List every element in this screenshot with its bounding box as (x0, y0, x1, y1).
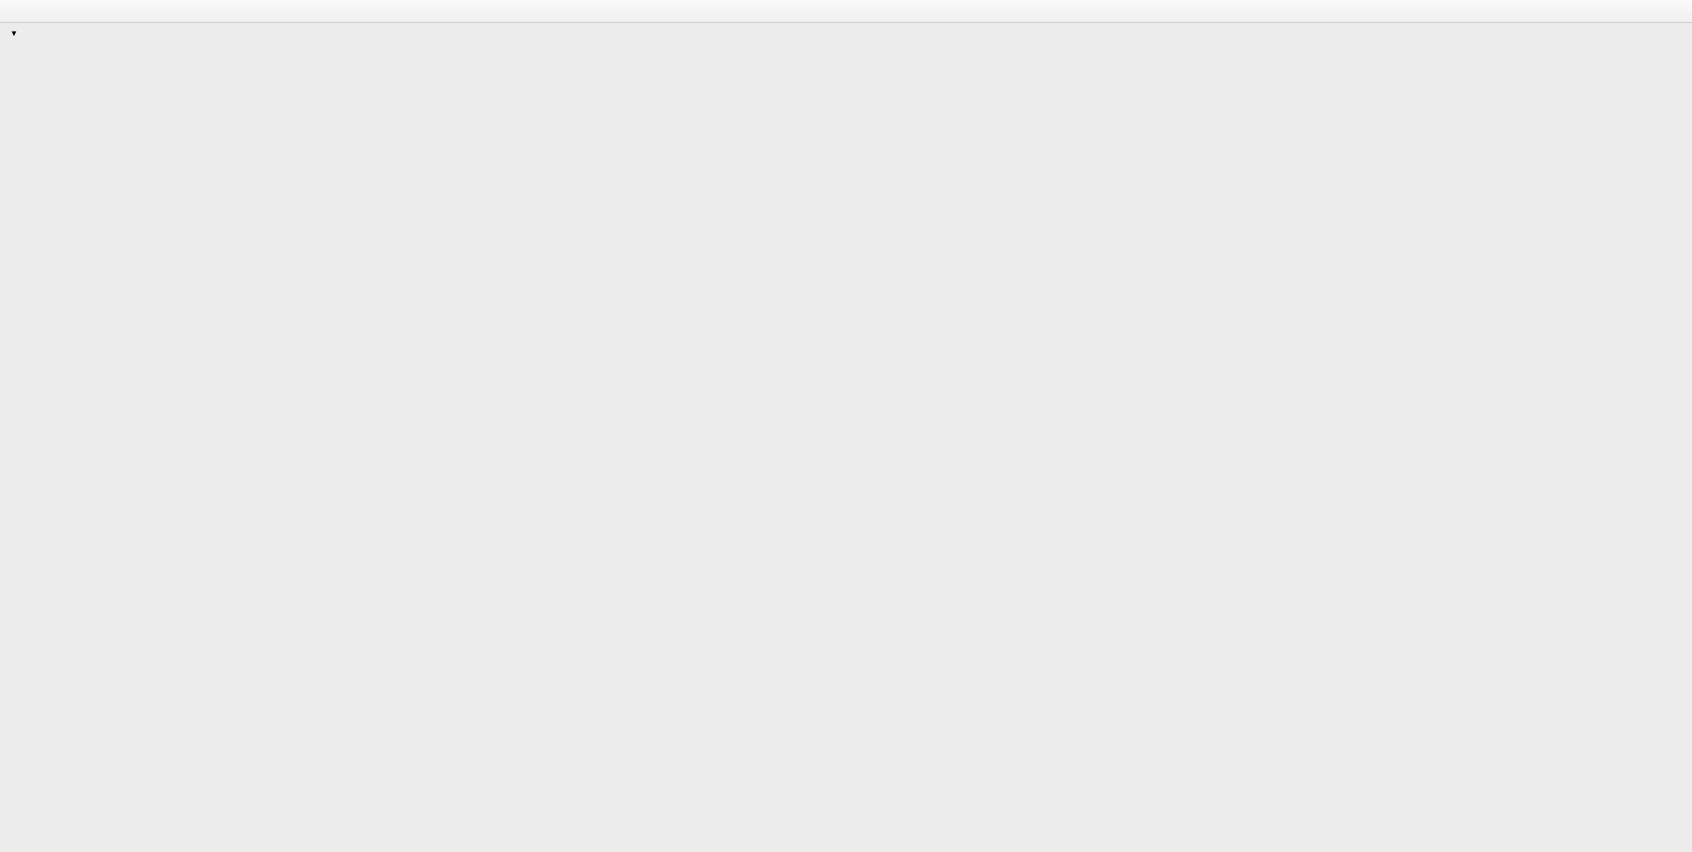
chart-window: ▼ (0, 23, 1692, 852)
symbol-dropdown-icon[interactable]: ▼ (10, 29, 18, 38)
chart-canvas[interactable] (0, 23, 1692, 852)
chart-title: ▼ (10, 29, 30, 38)
rsi-indicator-label (10, 734, 15, 746)
macd-indicator-label (10, 619, 20, 631)
main-toolbar (0, 0, 1692, 23)
